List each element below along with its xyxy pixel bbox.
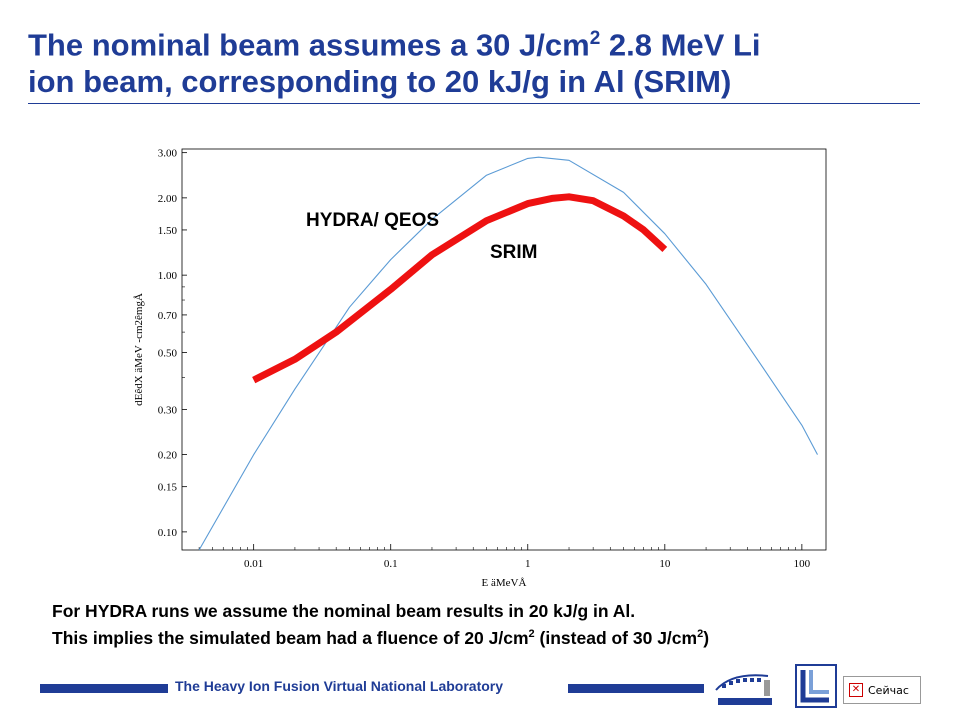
series-label-hydra: HYDRA/ QEOS bbox=[306, 210, 440, 231]
x-tick-label: 0.1 bbox=[384, 558, 398, 570]
footer-bar-right bbox=[568, 684, 704, 693]
popup-text: Сейчас bbox=[868, 683, 909, 697]
x-tick-label: 0.01 bbox=[244, 558, 263, 570]
y-tick-label: 1.50 bbox=[158, 225, 178, 237]
slide-title: The nominal beam assumes a 30 J/cm2 2.8 … bbox=[28, 27, 761, 100]
stopping-power-chart: 0.10 0.15 0.20 0.30 0.50 0.70 1.00 1.50 2.00 3.00… bbox=[133, 148, 827, 589]
title-underline bbox=[28, 103, 920, 104]
series-line-srim bbox=[252, 193, 668, 384]
plot-frame bbox=[181, 148, 827, 551]
y-tick-label: 0.50 bbox=[158, 347, 178, 359]
footer-bar-left bbox=[40, 684, 168, 693]
y-tick-label: 0.30 bbox=[158, 404, 178, 416]
berkeley-lab-logo bbox=[715, 674, 772, 705]
footer-text: The Heavy Ion Fusion Virtual National La… bbox=[175, 678, 504, 694]
y-tick-label: 2.00 bbox=[158, 193, 178, 205]
x-tick-label: 1 bbox=[525, 558, 531, 570]
notification-popup[interactable]: ✕ Сейчас bbox=[843, 676, 921, 704]
series-label-srim: SRIM bbox=[490, 242, 538, 263]
note-line-1: For HYDRA runs we assume the nominal bea… bbox=[52, 601, 636, 621]
series-line-hydra bbox=[198, 156, 818, 551]
y-tick-label: 0.70 bbox=[158, 310, 178, 322]
x-axis-label: E äMeVÅ bbox=[482, 577, 527, 589]
y-tick-label: 0.10 bbox=[158, 527, 178, 539]
x-tick-label: 10 bbox=[659, 558, 671, 570]
close-icon[interactable]: ✕ bbox=[849, 683, 863, 697]
llnl-logo bbox=[795, 664, 837, 708]
y-tick-label: 3.00 bbox=[158, 148, 178, 160]
x-tick-label: 100 bbox=[794, 558, 811, 570]
y-tick-label: 0.15 bbox=[158, 482, 178, 494]
y-tick-label: 0.20 bbox=[158, 450, 178, 462]
note-line-2: This implies the simulated beam had a fl… bbox=[52, 628, 710, 648]
y-axis-label: dEêdX äMeV -cm2êmgÅ bbox=[133, 293, 145, 406]
y-tick-label: 1.00 bbox=[158, 270, 178, 282]
